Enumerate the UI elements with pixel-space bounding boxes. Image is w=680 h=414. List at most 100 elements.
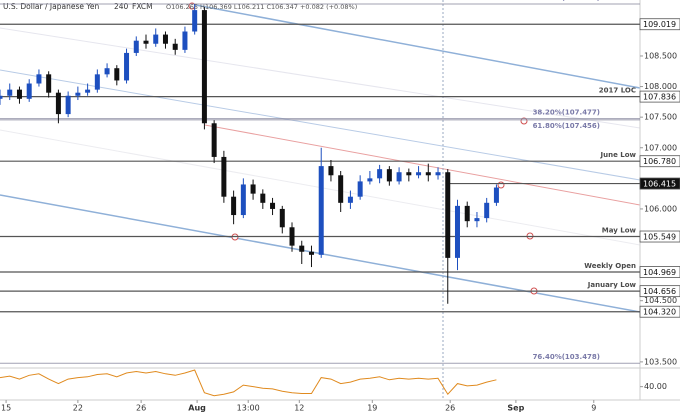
y-tick-label: 106.000 [644,204,677,213]
level-note: 76.40%(103.478) [533,353,600,361]
price-label-box [639,18,680,31]
candle-body [104,68,110,75]
candle-body [396,172,402,182]
candle-body [0,95,3,99]
candle-body [484,202,490,219]
x-tick-label: 19 [367,404,377,413]
x-tick-label: 26 [445,404,455,413]
channel-red [204,124,641,206]
channel-faint [0,27,641,129]
candle-body [270,202,276,209]
candle-body [114,68,120,81]
candle-body [308,251,314,255]
candle-body [182,31,188,50]
candle-body [36,74,42,84]
candle-body [367,178,373,182]
candle-body [386,169,392,182]
candle-body [124,52,130,81]
x-tick-label: Aug [188,404,206,413]
candle-body [338,175,344,203]
x-tick-label: 26 [136,404,146,413]
price-label-box [639,285,680,298]
level-note: June Low [600,151,637,159]
x-tick-label: 22 [73,404,83,413]
candle-body [211,123,217,157]
candle-body [143,40,149,44]
interval: 240 [114,2,129,11]
candle-body [85,89,91,93]
rsi-line [0,369,497,397]
y-tick-label: 108.500 [644,51,677,60]
rsi-tick-label: 40.00 [644,382,667,391]
candle-body [425,172,431,176]
candle-body [133,40,139,53]
candle-body [250,184,256,194]
price-label-box [639,230,680,243]
price-label: 104.969 [643,268,676,277]
x-tick-label: 9 [591,404,596,413]
price-label: 104.656 [643,287,676,296]
channel-top [189,3,641,89]
source: FXCM [132,2,153,11]
price-label: 104.320 [643,308,676,317]
candles [0,3,499,304]
price-label-box [639,177,680,190]
candle-body [75,92,81,96]
x-tick-label: Sep [507,404,524,413]
candle-body [445,172,451,258]
candle-body [201,10,207,124]
candle-body [162,34,168,44]
level-note: January Low [587,281,637,289]
price-label: 106.780 [643,157,676,166]
candle-body [279,208,285,228]
candle-body [318,166,324,255]
price-label: 105.549 [643,233,676,242]
candle-body [347,196,353,203]
x-tick-label: 13:00 [237,404,260,413]
candle-body [474,218,480,222]
level-note: 61.80%(107.456) [533,122,600,130]
candle-body [94,74,100,90]
candle-body [464,205,470,222]
price-label-box [639,305,680,318]
symbol: U.S. Dollar / Japanese Yen [3,2,100,11]
candle-body [493,187,499,203]
level-note: Weekly Open [584,262,636,270]
y-tick-label: 104.500 [644,296,677,305]
price-label: 107.836 [643,93,676,102]
price-label: 106.415 [643,180,676,189]
candle-body [357,181,363,197]
candle-body [26,83,32,99]
candle-body [7,89,13,96]
x-tick-label: 12 [294,404,304,413]
candle-body [221,156,227,197]
dot [497,181,505,189]
price-label: 109.019 [643,20,676,29]
candle-body [406,172,412,176]
header: U.S. Dollar / Japanese Yen 240 FXCM O106… [3,2,357,11]
level-note: May Low [602,227,637,235]
candle-body [377,169,383,179]
level-note: 61.80%(109.350) [533,0,600,2]
y-tick-label: 103.500 [644,357,677,366]
candle-body [260,193,266,203]
y-tick-label: 107.500 [644,113,677,122]
candle-body [172,43,178,50]
level-note: 38.20%(107.477) [533,109,600,117]
candle-body [153,34,159,44]
candle-body [16,89,22,99]
x-tick-label: 15 [1,404,11,413]
candle-body [240,184,246,216]
candle-body [192,10,198,32]
candle-body [65,95,71,115]
candle-body [416,172,422,176]
candle-body [454,205,460,258]
candle-body [435,172,441,176]
candle-body [328,166,334,176]
y-tick-label: 107.000 [644,143,677,152]
candle-body [289,227,295,246]
level-note: 2017 LOC [599,87,636,95]
candle-body [55,92,61,115]
